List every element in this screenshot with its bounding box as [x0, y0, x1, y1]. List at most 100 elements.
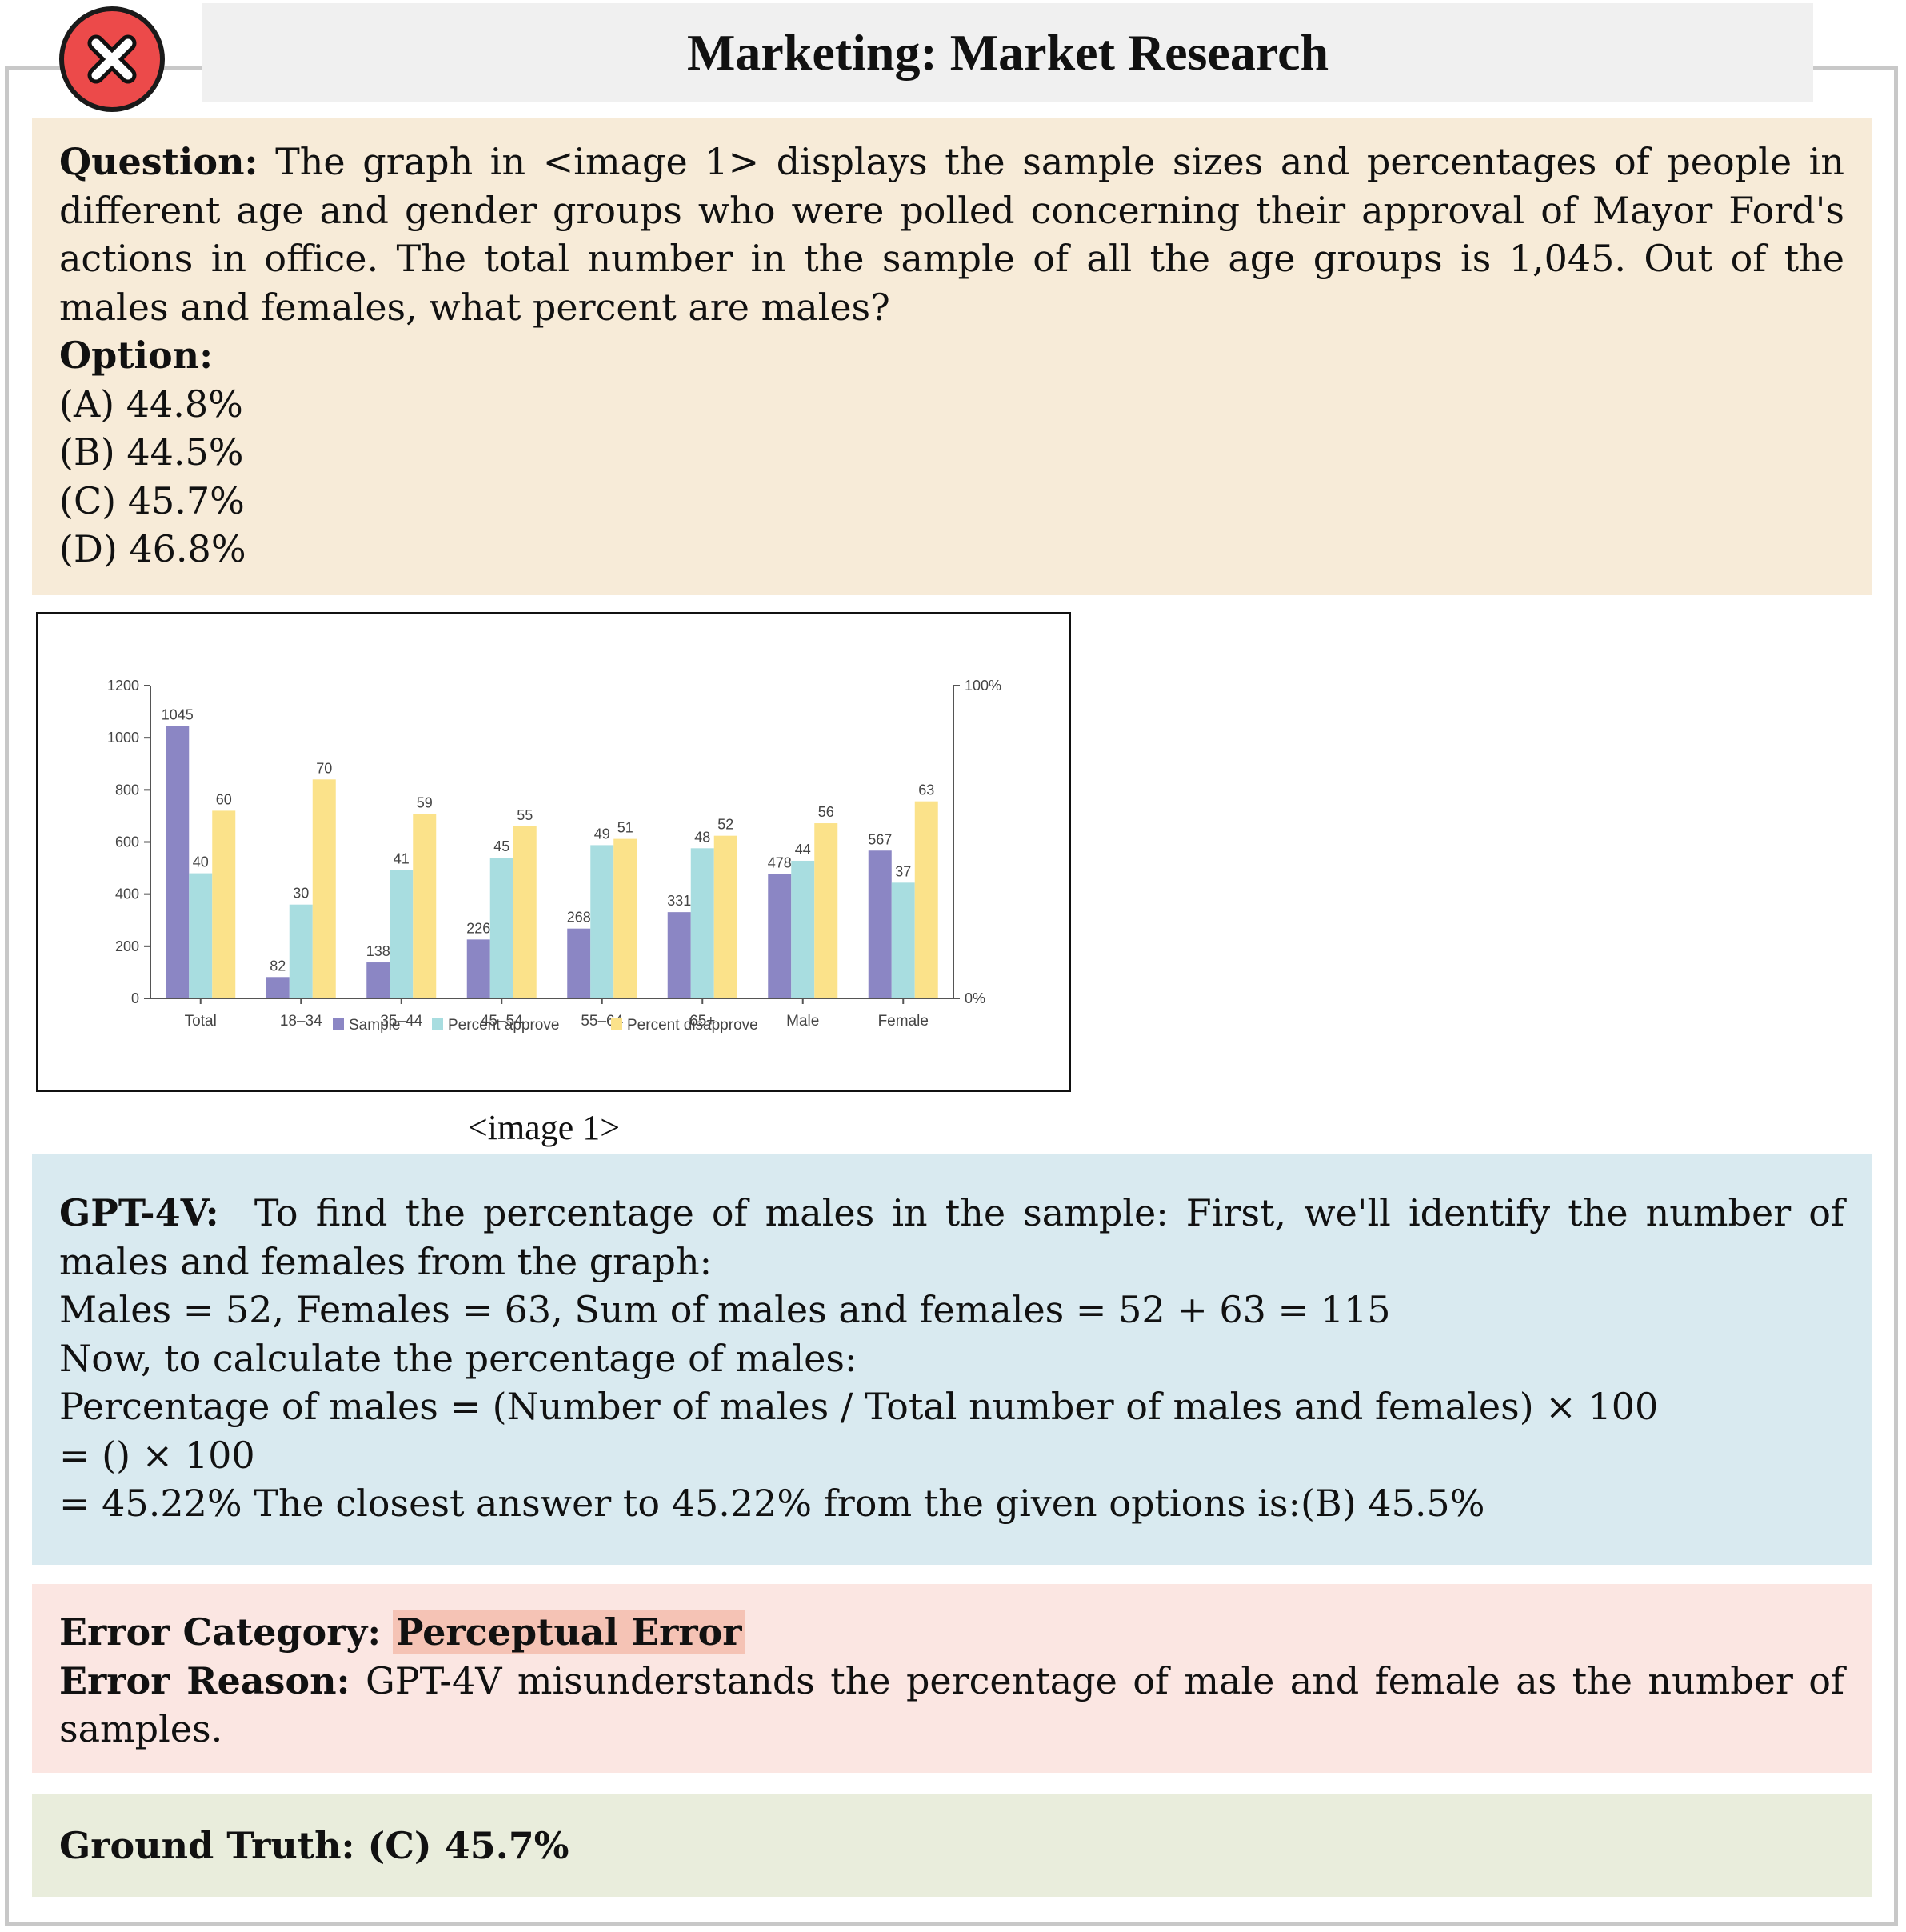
left-tick-label: 200: [115, 938, 139, 954]
data-label: 45: [493, 838, 509, 854]
data-label: 30: [293, 886, 309, 902]
answer-label: GPT-4V:: [59, 1191, 219, 1234]
data-label: 63: [918, 782, 934, 798]
data-label: 52: [717, 817, 733, 833]
data-label: 478: [768, 854, 792, 870]
x-tick-label: Total: [185, 1013, 217, 1030]
data-label: 331: [667, 893, 691, 909]
error-reason-line: Error Reason: GPT-4V misunderstands the …: [59, 1657, 1844, 1754]
bar: [166, 726, 190, 998]
left-tick-label: 600: [115, 834, 139, 850]
bar: [814, 823, 838, 998]
error-category-line: Error Category: Perceptual Error: [59, 1608, 1844, 1657]
chart-figure: 0 200 400 600 800 1000 1200 0% 100% 1045 40 60 Total…: [36, 612, 1071, 1092]
x-tick-label: 65+: [689, 1013, 715, 1030]
bar: [390, 870, 414, 998]
question-text: The graph in <image 1> displays the samp…: [59, 140, 1845, 329]
bar-chart: 0 200 400 600 800 1000 1200 0% 100% 1045 40 60 Total…: [107, 678, 1001, 1034]
bar: [690, 848, 714, 998]
bar: [667, 912, 691, 998]
option-item: (A) 44.8%: [59, 382, 243, 426]
figure-caption: <image 1>: [467, 1108, 621, 1147]
error-box: Error Category: Perceptual Error Error R…: [32, 1584, 1872, 1773]
bar: [366, 962, 390, 998]
bar: [590, 845, 614, 998]
bar: [567, 928, 591, 998]
option-item: (B) 44.5%: [59, 430, 244, 474]
data-label: 44: [795, 842, 811, 858]
x-tick-label: 18–34: [280, 1013, 322, 1030]
data-label: 40: [193, 854, 209, 870]
bar: [513, 826, 537, 998]
bar: [466, 939, 490, 998]
answer-first: To find the percentage of males in the s…: [59, 1191, 1844, 1283]
legend-swatch: [432, 1018, 443, 1030]
x-tick-label: Male: [786, 1013, 819, 1030]
bar: [891, 882, 915, 998]
answer-line: Percentage of males = (Number of males /…: [59, 1385, 1659, 1428]
error-reason-label: Error Reason:: [59, 1658, 350, 1702]
data-label: 1045: [162, 707, 194, 723]
answer-intro: GPT-4V: To find the percentage of males …: [59, 1189, 1844, 1286]
model-answer-box: GPT-4V: To find the percentage of males …: [32, 1154, 1872, 1565]
data-label: 41: [394, 851, 410, 867]
answer-line: = 45.22% The closest answer to 45.22% fr…: [59, 1482, 1485, 1525]
bar: [791, 860, 815, 998]
page-title: Marketing: Market Research: [202, 3, 1813, 102]
data-label: 55: [517, 807, 533, 823]
bar: [613, 838, 637, 998]
bar: [768, 874, 792, 998]
error-category-label: Error Category:: [59, 1610, 382, 1654]
data-label: 37: [895, 863, 911, 879]
error-reason-text: GPT-4V misunderstands the percentage of …: [59, 1658, 1844, 1751]
ground-truth-label: Ground Truth:: [59, 1823, 355, 1867]
data-label: 70: [316, 760, 332, 776]
data-label: 49: [594, 826, 610, 842]
data-label: 48: [694, 829, 710, 845]
option-label: Option:: [59, 334, 214, 377]
data-label: 138: [366, 943, 390, 959]
ground-truth-box: Ground Truth: (C) 45.7%: [32, 1794, 1872, 1897]
legend-label: Sample: [349, 1017, 400, 1034]
right-tick-label: 100%: [965, 678, 1001, 694]
bar: [289, 904, 313, 998]
close-circle-icon: [59, 6, 165, 112]
legend-swatch: [333, 1018, 344, 1030]
legend-label: Percent approve: [448, 1017, 559, 1034]
question-box: Question: The graph in <image 1> display…: [32, 118, 1872, 595]
x-tick-label: Female: [878, 1013, 929, 1030]
right-tick-label: 0%: [965, 990, 985, 1006]
option-item: (C) 45.7%: [59, 478, 245, 522]
bar: [489, 858, 513, 998]
bar: [212, 810, 236, 998]
data-label: 268: [567, 910, 591, 926]
bar: [189, 873, 213, 998]
data-label: 60: [216, 791, 232, 807]
data-label: 226: [466, 920, 490, 936]
option-item: (D) 46.8%: [59, 527, 246, 570]
bar: [266, 977, 290, 998]
bar: [914, 801, 938, 998]
data-label: 567: [868, 831, 892, 847]
left-tick-label: 1000: [107, 730, 139, 746]
answer-line: Males = 52, Females = 63, Sum of males a…: [59, 1288, 1391, 1331]
left-tick-label: 1200: [107, 678, 139, 694]
x-tick-label: 45–54: [481, 1013, 523, 1030]
x-tick-label: 35–44: [380, 1013, 422, 1030]
left-tick-label: 400: [115, 886, 139, 902]
ground-truth-line: Ground Truth: (C) 45.7%: [59, 1822, 569, 1870]
data-label: 56: [818, 804, 834, 820]
data-label: 51: [617, 820, 633, 836]
legend-swatch: [611, 1018, 622, 1030]
left-tick-label: 800: [115, 782, 139, 798]
bar: [713, 835, 737, 998]
answer-line: = () × 100: [59, 1433, 255, 1477]
legend-label: Percent disapprove: [627, 1017, 758, 1034]
error-category-tag: Perceptual Error: [392, 1610, 745, 1654]
data-label: 59: [417, 794, 433, 810]
ground-truth-value: (C) 45.7%: [367, 1823, 569, 1867]
question-label: Question:: [59, 140, 258, 183]
bar: [413, 814, 437, 998]
bar: [312, 779, 336, 998]
left-tick-label: 0: [131, 990, 139, 1006]
